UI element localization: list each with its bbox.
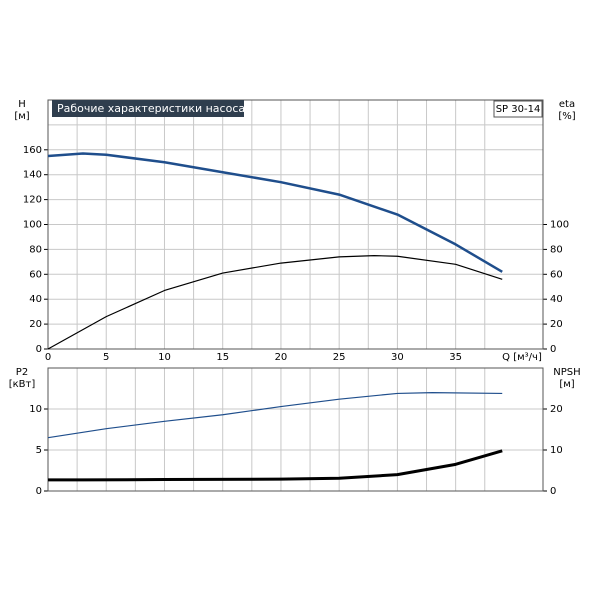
- x-tick-label: 20: [275, 352, 288, 363]
- y-tick-label: 10: [29, 404, 42, 415]
- y-tick-label: 140: [23, 170, 42, 181]
- y2-tick-label: 10: [550, 445, 563, 456]
- model-box: [493, 100, 543, 118]
- y-axis-label: P2: [16, 367, 28, 378]
- x-tick-label: 15: [216, 352, 229, 363]
- y2-tick-label: 20: [550, 319, 563, 330]
- y-tick-label: 60: [29, 269, 42, 280]
- y2-tick-label: 100: [550, 220, 569, 231]
- y-tick-label: 100: [23, 220, 42, 231]
- y-axis-unit: [кВт]: [9, 379, 36, 390]
- y-tick-label: 80: [29, 244, 42, 255]
- y-axis-label: H: [18, 99, 26, 110]
- y2-tick-label: 0: [550, 486, 556, 497]
- series-line: [47, 255, 503, 350]
- model-label: SP 30-14: [496, 104, 541, 115]
- y-tick-label: 0: [36, 344, 42, 355]
- y2-tick-label: 40: [550, 294, 563, 305]
- series-line: [47, 152, 503, 273]
- y2-axis-label: eta: [559, 99, 575, 110]
- y-axis-unit: [м]: [14, 111, 29, 122]
- plot-frame: [47, 367, 544, 492]
- y2-axis-unit: [м]: [559, 379, 574, 390]
- y2-tick-label: 20: [550, 404, 563, 415]
- series-line: [48, 449, 503, 482]
- y2-axis-unit: [%]: [558, 111, 575, 122]
- x-tick-label: 35: [449, 352, 462, 363]
- y-tick-label: 5: [36, 445, 42, 456]
- chart-title: Рабочие характеристики насоса: [57, 102, 245, 115]
- plot-frame: [47, 99, 544, 350]
- y-tick-label: 120: [23, 195, 42, 206]
- y2-tick-label: 80: [550, 244, 563, 255]
- series-line: [47, 392, 503, 439]
- x-axis-label: Q [м³/ч]: [502, 352, 542, 363]
- y2-tick-label: 60: [550, 269, 563, 280]
- x-tick-label: 10: [158, 352, 171, 363]
- x-tick-label: 5: [103, 352, 109, 363]
- x-tick-label: 0: [45, 352, 51, 363]
- x-tick-label: 30: [391, 352, 404, 363]
- y-tick-label: 0: [36, 486, 42, 497]
- y-tick-label: 40: [29, 294, 42, 305]
- y2-axis-label: NPSH: [553, 367, 580, 378]
- y2-tick-label: 0: [550, 344, 556, 355]
- y-tick-label: 160: [23, 145, 42, 156]
- title-box: [52, 100, 244, 117]
- y-tick-label: 20: [29, 319, 42, 330]
- x-tick-label: 25: [333, 352, 346, 363]
